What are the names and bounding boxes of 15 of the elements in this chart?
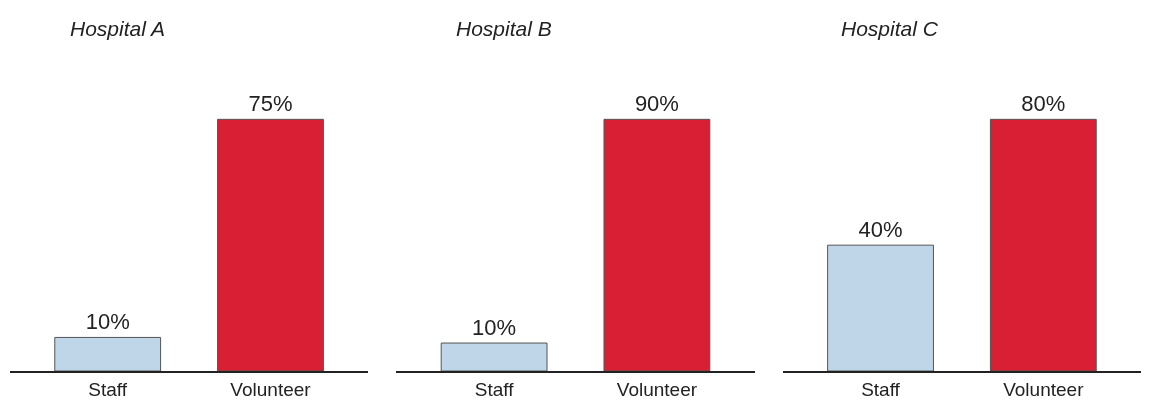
x-tick-label: Volunteer	[616, 378, 698, 400]
x-tick-label: Staff	[88, 378, 128, 400]
data-label: 40%	[858, 217, 903, 243]
data-label: 10%	[472, 315, 517, 341]
chart-title: Hospital C	[841, 17, 939, 40]
data-label: 90%	[634, 91, 679, 117]
x-tick-label: Volunteer	[1003, 378, 1085, 400]
data-label: 80%	[1021, 91, 1066, 117]
x-tick-label: Staff	[861, 378, 901, 400]
data-label: 75%	[248, 91, 293, 117]
x-tick-label: Volunteer	[230, 378, 312, 400]
data-label: 10%	[85, 309, 130, 335]
chart-title: Hospital A	[70, 17, 165, 40]
x-tick-label: Staff	[474, 378, 515, 400]
chart-title: Hospital B	[456, 17, 552, 40]
